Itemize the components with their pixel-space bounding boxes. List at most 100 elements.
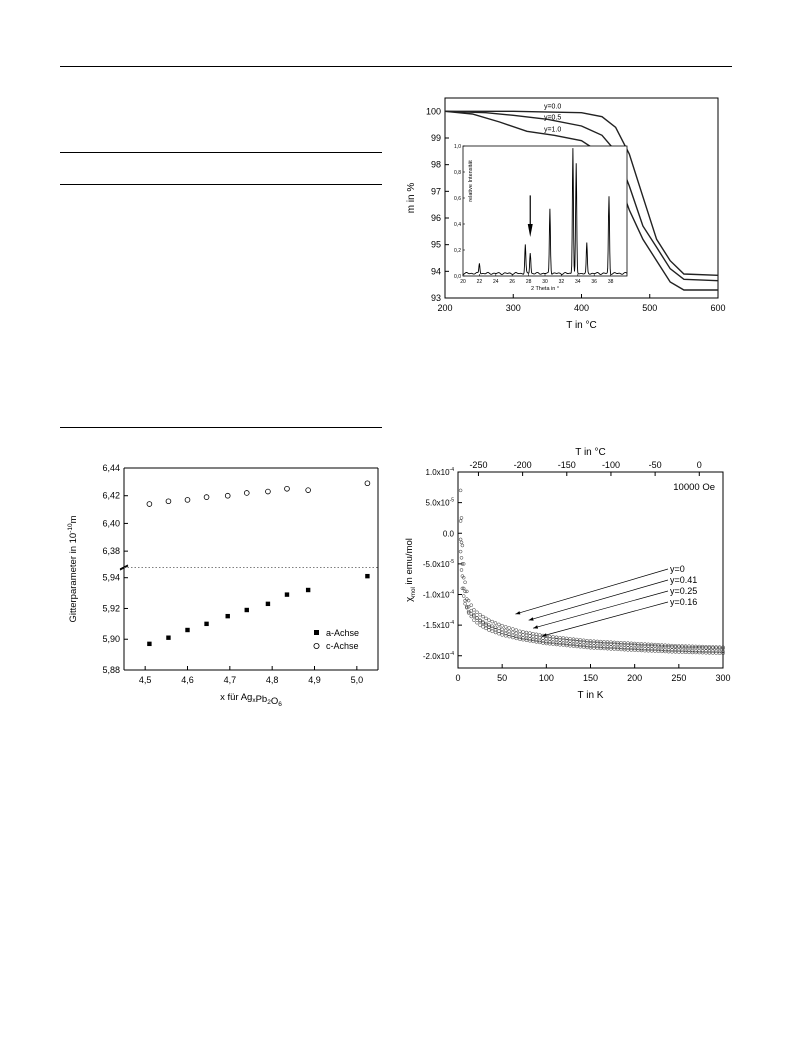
legend-label-c: c-Achse [326,641,359,651]
chi-data-point [646,642,651,647]
chi-data-point [585,638,589,643]
chi-data-point [461,586,466,591]
x-tick-label: 150 [583,673,598,683]
chi-data-point [537,638,542,643]
chi-data-point [670,643,674,648]
chi-data-point [465,605,469,609]
chi-data-point [704,649,708,653]
legend-marker-a [314,630,319,635]
chi-data-point [524,630,529,635]
top-x-axis-label: T in °C [575,447,606,458]
chi-data-point [568,637,572,641]
inset-x-tick-label: 20 [460,279,466,285]
chi-data-point [683,644,688,648]
chi-data-point [460,574,465,578]
inset-frame [462,145,628,277]
chi-data-point [497,626,501,631]
series-arrow [528,579,669,621]
chi-data-point [503,634,508,638]
chi-data-point [615,645,620,650]
chi-data-point [639,648,644,653]
chi-data-point [484,623,488,627]
y-tick-label: 98 [431,160,441,170]
top-x-tick-label: -100 [602,460,620,470]
y-axis-label: Gitterparameter in 10-10m [67,515,79,622]
chi-data-point [564,641,569,646]
chi-data-point [721,651,725,656]
y-axis-label: χmol in emu/mol [404,538,417,602]
top-x-tick-label: 0 [697,460,702,470]
chi-data-point [649,649,654,653]
chi-data-point [458,488,463,493]
c-axis-point [284,485,290,492]
chi-data-point [704,651,708,655]
chi-data-point [493,621,498,625]
chi-data-point [656,647,661,652]
chi-data-point [466,605,471,609]
chi-data-point [571,644,576,648]
axis-break-mark [119,565,129,571]
inset-y-tick-label: 0,8 [454,170,461,176]
chi-data-point [568,644,572,648]
series-arrow-head [541,633,547,637]
inset-x-tick-label: 30 [542,279,548,285]
y-tick-label: -1.5x10-4 [423,620,454,630]
chi-data-point [653,642,657,647]
y-tick-label: 100 [426,106,441,116]
chi-data-point [503,631,508,636]
series-arrow [515,568,669,615]
chi-data-point [514,636,519,641]
chi-data-point [687,648,691,653]
chi-data-point [518,637,522,641]
chi-data-point [487,618,491,622]
x-tick-label: 250 [671,673,686,683]
chi-data-point [521,633,525,637]
chi-data-point [697,650,701,655]
chi-data-point [528,637,532,641]
chi-data-point [612,640,617,645]
chi-data-point [602,644,606,649]
c-axis-point [364,480,371,487]
table-rule-bottom [60,427,382,428]
y-tick-label: 97 [431,186,441,196]
chi-data-point [636,648,640,653]
chi-data-point [717,645,722,649]
x-axis-label: T in K [578,690,604,701]
chi-data-point [612,645,617,650]
chi-data-point [605,645,610,649]
chi-data-point [578,643,583,647]
x-tick-label: 4,8 [266,675,279,685]
susceptibility-chart: 0 50 100 150 200 250 300 -250 -200 -150 -100 -50 0 T … [404,447,731,701]
chi-data-point [673,648,678,652]
field-annotation: 10000 Oe [673,482,715,493]
y-tick-label: 6,38 [102,546,120,556]
chi-data-point [690,648,695,653]
chi-data-point [663,649,667,654]
chi-data-point [615,647,620,652]
chi-data-point [554,642,559,647]
chi-data-point [609,645,613,649]
chi-data-point [687,650,691,655]
inset-x-tick-label: 32 [559,279,565,285]
chi-data-point [595,644,600,649]
chi-data-point [518,632,522,637]
y-tick-label: 5,92 [102,603,120,613]
chi-data-point [466,611,471,615]
series-label: y=0.25 [670,586,697,596]
chi-data-point [711,645,715,649]
chi-data-point [619,640,623,645]
y-tick-label: 6,42 [102,491,120,501]
x-tick-label: 300 [506,303,521,313]
chi-data-point [514,634,519,639]
chi-data-point [660,647,664,652]
chi-data-point [622,646,627,650]
y-tick-label: 96 [431,213,441,223]
chi-data-point [487,628,491,632]
chi-data-point [598,644,603,649]
chi-data-point [663,647,667,652]
chi-data-point [531,639,535,644]
chi-data-point [511,630,515,635]
chi-data-point [585,645,589,650]
chi-data-point [660,649,664,654]
chi-data-point [541,641,545,645]
